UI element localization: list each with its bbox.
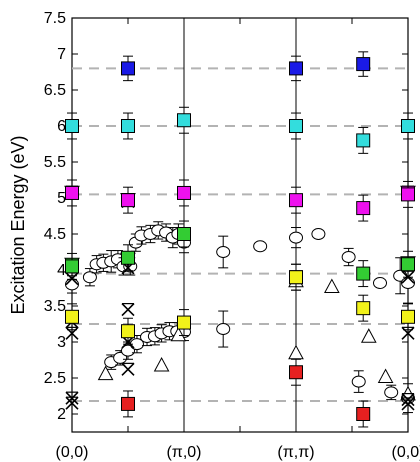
y-tick-label-7: 5.5 bbox=[44, 154, 66, 171]
x-tick-label-2: (π,0) bbox=[166, 444, 201, 461]
circle-point-26 bbox=[216, 246, 231, 258]
yellow-square-point-4 bbox=[356, 301, 371, 316]
open-triangle-point-2 bbox=[153, 356, 170, 372]
circle-point-31 bbox=[341, 251, 356, 264]
x-tick-label-0: (0,0) bbox=[56, 444, 89, 461]
green-square-point-4 bbox=[356, 266, 371, 281]
symmetry-point-lines bbox=[183, 18, 297, 432]
circle-point-32 bbox=[373, 276, 387, 289]
cross-point-12-b bbox=[121, 362, 135, 376]
open-triangle-point-5 bbox=[324, 278, 340, 294]
plot-frame bbox=[71, 17, 409, 433]
circle-point-0 bbox=[65, 278, 79, 291]
open-triangle-point-4 bbox=[288, 344, 304, 360]
y-tick-label-5: 4.5 bbox=[44, 226, 66, 243]
green-square-point-2 bbox=[177, 227, 191, 241]
y-tick-label-1: 2.5 bbox=[44, 370, 66, 387]
magenta-square-point-0 bbox=[65, 185, 79, 200]
yellow-square-point-2 bbox=[177, 315, 191, 330]
cross-point-11-b bbox=[65, 391, 79, 405]
circle-point-27 bbox=[253, 240, 268, 253]
magenta-square-point-1 bbox=[121, 193, 135, 208]
y-tick-label-6: 5 bbox=[57, 190, 66, 207]
magenta-square-point-5 bbox=[401, 187, 415, 202]
y-tick-label-2: 3 bbox=[57, 334, 66, 351]
red-square-point-2 bbox=[356, 407, 371, 421]
cyan-square-point-4 bbox=[356, 133, 371, 148]
cyan-square-point-3 bbox=[289, 119, 303, 133]
y-tick-label-9: 6.5 bbox=[44, 82, 66, 99]
cross-point-13-b bbox=[401, 393, 415, 407]
magenta-square-point-2 bbox=[177, 185, 191, 200]
yellow-square-point-0 bbox=[65, 309, 79, 324]
circle-point-36 bbox=[384, 386, 399, 399]
x-tick-label-4: (π,π) bbox=[277, 444, 314, 461]
open-triangle-point-0 bbox=[97, 365, 114, 381]
circle-point-28 bbox=[216, 323, 231, 336]
circle-point-18 bbox=[121, 344, 135, 357]
blue-square-point-1 bbox=[289, 61, 303, 76]
magenta-square-point-4 bbox=[356, 201, 371, 216]
circle-point-30 bbox=[311, 228, 326, 240]
circle-point-34 bbox=[401, 276, 415, 289]
yellow-square-point-1 bbox=[121, 324, 135, 339]
blue-square-point-2 bbox=[356, 57, 371, 72]
circle-point-1 bbox=[82, 271, 97, 284]
y-axis-label: Excitation Energy (eV) bbox=[8, 135, 28, 314]
green-square-point-5 bbox=[401, 257, 415, 272]
open-triangle-point-7 bbox=[377, 368, 394, 384]
cyan-square-point-0 bbox=[65, 119, 79, 133]
yellow-square-point-5 bbox=[401, 309, 415, 324]
y-tick-label-8: 6 bbox=[57, 118, 66, 135]
y-tick-label-4: 4 bbox=[57, 262, 66, 279]
blue-square-point-0 bbox=[121, 61, 135, 76]
cross-point-14-b bbox=[65, 396, 79, 410]
data-points bbox=[64, 51, 416, 428]
x-tick-label-6: (0,0) bbox=[392, 444, 420, 461]
yellow-square-point-3 bbox=[289, 270, 303, 285]
y-axis-ticks: 2 2.5 3 3.5 4 4.5 5 5.5 6 6.5 7 7.5 bbox=[44, 10, 408, 423]
red-square-point-1 bbox=[289, 365, 303, 380]
green-square-point-1 bbox=[121, 250, 135, 265]
cyan-square-point-1 bbox=[121, 119, 135, 133]
y-tick-label-3: 3.5 bbox=[44, 298, 66, 315]
red-square-point-0 bbox=[121, 396, 135, 411]
cyan-square-point-5 bbox=[401, 119, 415, 133]
cross-point-15-b bbox=[401, 397, 415, 411]
x-axis-ticks: (0,0) (π,0) (π,π) (0,0) bbox=[56, 18, 420, 461]
y-tick-label-10: 7 bbox=[57, 46, 66, 63]
green-square-point-0 bbox=[65, 259, 79, 274]
magenta-square-point-3 bbox=[289, 193, 303, 208]
cross-point-7-b bbox=[121, 303, 135, 317]
cyan-square-point-2 bbox=[177, 113, 191, 128]
circle-point-35 bbox=[351, 375, 366, 388]
open-triangle-point-1 bbox=[170, 326, 187, 342]
open-triangle-point-6 bbox=[360, 328, 377, 343]
y-tick-label-0: 2 bbox=[57, 406, 66, 423]
circle-point-29 bbox=[289, 231, 303, 244]
y-tick-label-11: 7.5 bbox=[44, 10, 66, 27]
